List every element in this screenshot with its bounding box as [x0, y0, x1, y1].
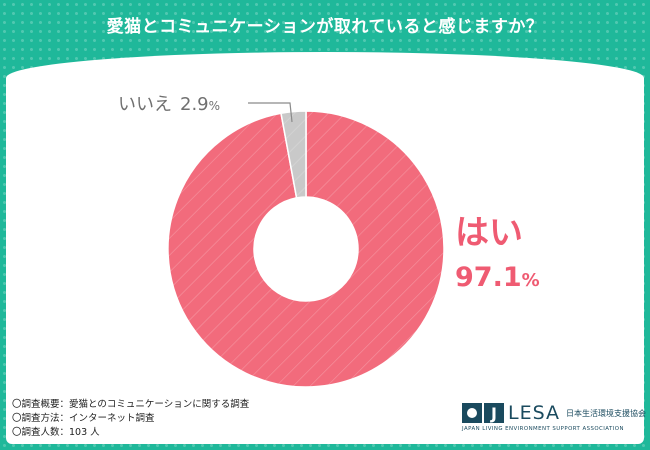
logo-mark: J — [484, 403, 504, 423]
lesa-logo: J LESA 日本生活環境支援協会 JAPAN LIVING ENVIRONME… — [462, 403, 646, 432]
logo-name: LESA — [508, 402, 561, 424]
yes-slice-label: はい — [455, 213, 523, 253]
page-title: 愛猫とコミュニケーションが取れていると感じますか？ — [106, 17, 544, 37]
yes-slice-unit: % — [521, 270, 540, 291]
no-slice-annotation: いいえ 2.9% — [118, 92, 220, 119]
yes-slice-percent: 97.1% — [455, 260, 540, 299]
survey-notes: 〇調査概要：愛猫とのコミュニケーションに関する調査 〇調査方法：インターネット調… — [12, 398, 249, 440]
no-slice-hatch — [280, 111, 306, 198]
survey-note-method: 〇調査方法：インターネット調査 — [12, 413, 155, 424]
no-slice-label: いいえ — [118, 94, 172, 115]
logo-circle-icon — [462, 403, 482, 423]
no-slice-value: 2.9 — [180, 94, 209, 115]
no-slice-unit: % — [208, 99, 221, 113]
logo-main-row: J LESA 日本生活環境支援協会 — [462, 403, 646, 423]
logo-en-name: JAPAN LIVING ENVIRONMENT SUPPORT ASSOCIA… — [462, 426, 624, 432]
no-leader-line — [248, 102, 293, 123]
survey-note-summary: 〇調査概要：愛猫とのコミュニケーションに関する調査 — [12, 399, 250, 410]
logo-jp-name: 日本生活環境支援協会 — [566, 408, 647, 418]
survey-note-count: 〇調査人数：103 人 — [12, 427, 100, 438]
yes-slice-value: 97.1 — [455, 262, 522, 293]
yes-slice-hatch — [168, 111, 445, 387]
